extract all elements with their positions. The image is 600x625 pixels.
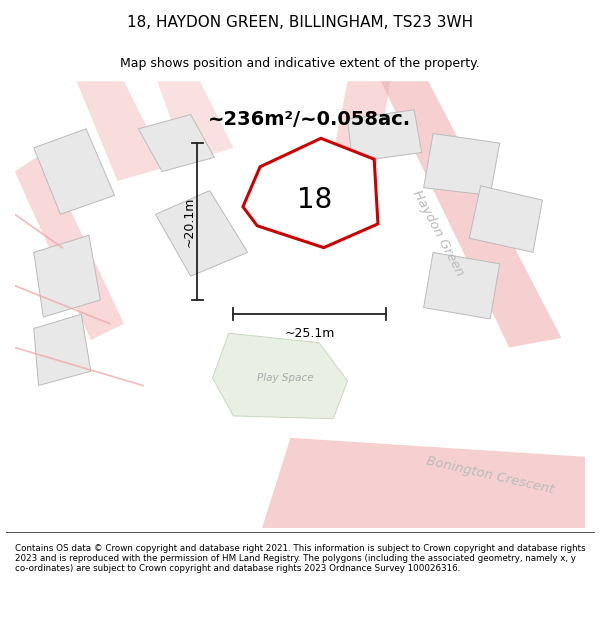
Polygon shape bbox=[424, 253, 500, 319]
Polygon shape bbox=[155, 191, 248, 276]
Polygon shape bbox=[424, 134, 500, 196]
Polygon shape bbox=[34, 235, 100, 317]
Polygon shape bbox=[34, 314, 91, 386]
Text: Play Space: Play Space bbox=[257, 373, 314, 383]
Polygon shape bbox=[469, 186, 542, 253]
Polygon shape bbox=[34, 129, 115, 214]
Polygon shape bbox=[212, 333, 347, 419]
Polygon shape bbox=[77, 81, 167, 181]
Polygon shape bbox=[139, 114, 214, 172]
Text: Haydon Green: Haydon Green bbox=[410, 188, 466, 279]
Text: ~20.1m: ~20.1m bbox=[182, 197, 195, 247]
Text: Bonington Crescent: Bonington Crescent bbox=[425, 455, 556, 497]
Text: 18, HAYDON GREEN, BILLINGHAM, TS23 3WH: 18, HAYDON GREEN, BILLINGHAM, TS23 3WH bbox=[127, 15, 473, 30]
Polygon shape bbox=[329, 81, 391, 176]
Polygon shape bbox=[347, 110, 422, 162]
Polygon shape bbox=[157, 81, 233, 162]
Polygon shape bbox=[243, 138, 378, 248]
Text: 18: 18 bbox=[296, 186, 332, 214]
Text: Map shows position and indicative extent of the property.: Map shows position and indicative extent… bbox=[120, 57, 480, 70]
Polygon shape bbox=[15, 152, 124, 340]
Text: ~25.1m: ~25.1m bbox=[284, 326, 335, 339]
Text: ~236m²/~0.058ac.: ~236m²/~0.058ac. bbox=[208, 110, 411, 129]
Polygon shape bbox=[262, 438, 585, 528]
Polygon shape bbox=[381, 81, 562, 348]
Text: Contains OS data © Crown copyright and database right 2021. This information is : Contains OS data © Crown copyright and d… bbox=[15, 544, 586, 573]
